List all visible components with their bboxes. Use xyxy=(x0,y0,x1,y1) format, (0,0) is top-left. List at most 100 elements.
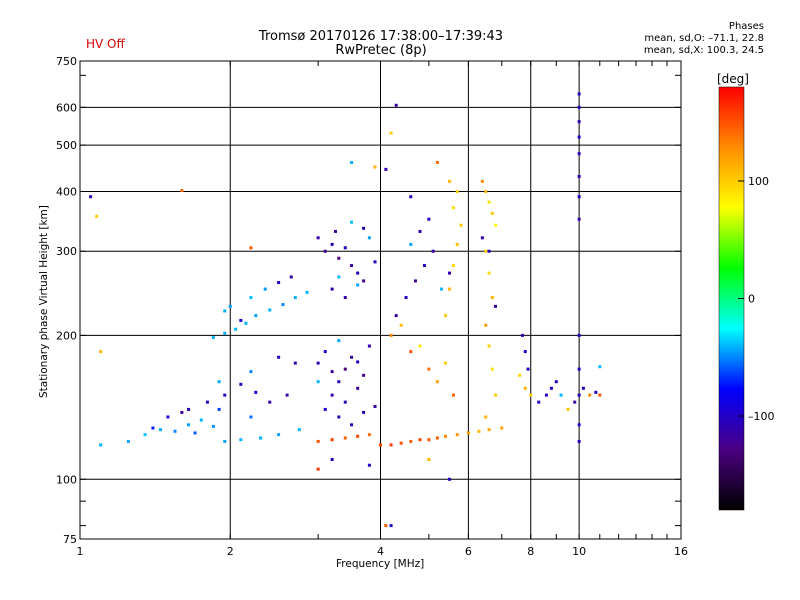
data-point xyxy=(444,314,448,318)
stats-o-mode: mean, sd,O: –71.1, 22.8 xyxy=(644,33,764,44)
x-tick-label: 4 xyxy=(377,545,384,558)
data-point xyxy=(440,287,444,291)
data-point xyxy=(480,236,484,240)
data-point xyxy=(455,433,459,437)
data-point xyxy=(367,344,371,348)
data-point xyxy=(451,264,455,268)
data-point xyxy=(211,335,215,339)
data-point xyxy=(330,370,334,374)
data-point xyxy=(263,287,267,291)
data-point xyxy=(490,211,494,215)
data-point xyxy=(455,242,459,246)
x-tick-label: 8 xyxy=(527,545,534,558)
data-point xyxy=(362,373,366,377)
data-point xyxy=(448,271,452,275)
data-point xyxy=(435,160,439,164)
data-point xyxy=(409,350,413,354)
data-point xyxy=(598,393,602,397)
data-point xyxy=(323,407,327,411)
data-point xyxy=(356,360,360,364)
data-point xyxy=(389,524,393,528)
data-point xyxy=(277,281,281,285)
data-point xyxy=(289,275,293,279)
data-point xyxy=(337,256,341,260)
stats-heading: Phases xyxy=(728,21,764,32)
data-point xyxy=(223,439,227,443)
data-point xyxy=(293,361,297,365)
x-tick-label: 2 xyxy=(227,545,234,558)
data-point xyxy=(490,296,494,300)
data-point xyxy=(487,344,491,348)
data-point xyxy=(180,188,184,192)
data-point xyxy=(343,436,347,440)
y-tick-label: 75 xyxy=(63,533,77,546)
data-point xyxy=(268,400,272,404)
data-point xyxy=(166,415,170,419)
data-point xyxy=(217,407,221,411)
data-point xyxy=(404,296,408,300)
data-point xyxy=(413,279,417,283)
data-point xyxy=(249,415,253,419)
data-point xyxy=(89,195,93,199)
data-point xyxy=(330,457,334,461)
data-point xyxy=(330,438,334,442)
data-point xyxy=(99,350,103,354)
data-point xyxy=(239,438,243,442)
data-point xyxy=(362,279,366,283)
data-point xyxy=(362,226,366,230)
x-tick-label: 1 xyxy=(77,545,84,558)
data-point xyxy=(180,410,184,414)
data-point xyxy=(577,195,581,199)
x-tick-label: 6 xyxy=(465,545,472,558)
data-point xyxy=(367,463,371,467)
data-point xyxy=(239,382,243,386)
data-point xyxy=(285,393,289,397)
data-point xyxy=(217,380,221,384)
data-point xyxy=(350,423,354,427)
data-point xyxy=(193,431,197,435)
data-point xyxy=(337,339,341,343)
axis-ticks: 1 2 4 6 8 10 16 75 100 200 300 400 500 600 750 xyxy=(56,55,688,558)
colorbar-tick-label: –100 xyxy=(748,410,775,423)
data-point xyxy=(343,296,347,300)
data-point xyxy=(451,393,455,397)
data-point xyxy=(143,433,147,437)
stats-x-mode: mean, sd,X: 100.3, 24.5 xyxy=(643,45,764,56)
y-tick-label: 300 xyxy=(56,245,77,258)
data-point xyxy=(259,436,263,440)
data-point xyxy=(490,367,494,371)
data-point xyxy=(435,436,439,440)
data-point xyxy=(577,120,581,124)
data-point xyxy=(239,318,243,322)
data-point xyxy=(477,429,481,433)
data-point xyxy=(316,467,320,471)
x-tick-label: 10 xyxy=(572,545,586,558)
data-point xyxy=(350,160,354,164)
data-point xyxy=(435,380,439,384)
data-point xyxy=(544,393,548,397)
data-point xyxy=(350,220,354,224)
x-axis-label: Frequency [MHz] xyxy=(336,558,425,570)
data-point xyxy=(418,229,422,233)
data-point xyxy=(451,206,455,210)
data-point xyxy=(343,246,347,250)
data-point xyxy=(427,438,431,442)
data-point xyxy=(384,524,388,528)
data-point xyxy=(549,386,553,390)
data-point xyxy=(577,217,581,221)
data-point xyxy=(431,249,435,253)
data-point xyxy=(394,314,398,318)
plot-grid xyxy=(80,61,681,539)
data-point xyxy=(379,443,382,447)
data-point xyxy=(480,179,484,183)
data-point xyxy=(394,103,398,107)
data-point xyxy=(529,393,533,397)
data-point xyxy=(594,390,598,394)
data-point xyxy=(577,135,581,139)
data-point xyxy=(518,373,522,377)
data-point xyxy=(95,214,99,218)
data-point xyxy=(448,179,452,183)
data-point xyxy=(466,431,470,435)
data-point xyxy=(554,380,558,384)
